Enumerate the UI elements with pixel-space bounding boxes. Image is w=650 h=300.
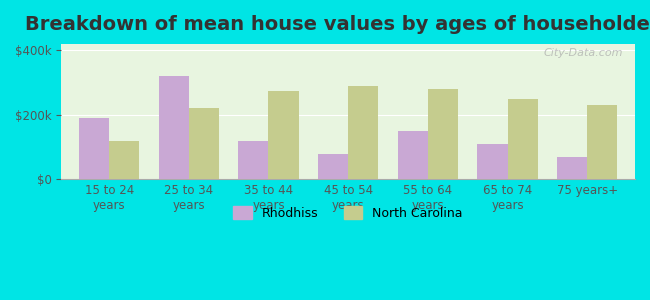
- Bar: [109, 141, 140, 179]
- Bar: [268, 91, 299, 179]
- Bar: [557, 157, 587, 179]
- Bar: [159, 76, 189, 179]
- Bar: [238, 141, 268, 179]
- Bar: [477, 144, 508, 179]
- Title: Breakdown of mean house values by ages of householders: Breakdown of mean house values by ages o…: [25, 15, 650, 34]
- Bar: [587, 105, 618, 179]
- Bar: [428, 89, 458, 179]
- Text: City-Data.com: City-Data.com: [544, 48, 623, 58]
- Bar: [348, 86, 378, 179]
- Legend: Rhodhiss, North Carolina: Rhodhiss, North Carolina: [228, 201, 468, 225]
- Bar: [318, 154, 348, 179]
- Bar: [79, 118, 109, 179]
- Bar: [189, 109, 219, 179]
- Bar: [508, 99, 538, 179]
- Bar: [398, 131, 428, 179]
